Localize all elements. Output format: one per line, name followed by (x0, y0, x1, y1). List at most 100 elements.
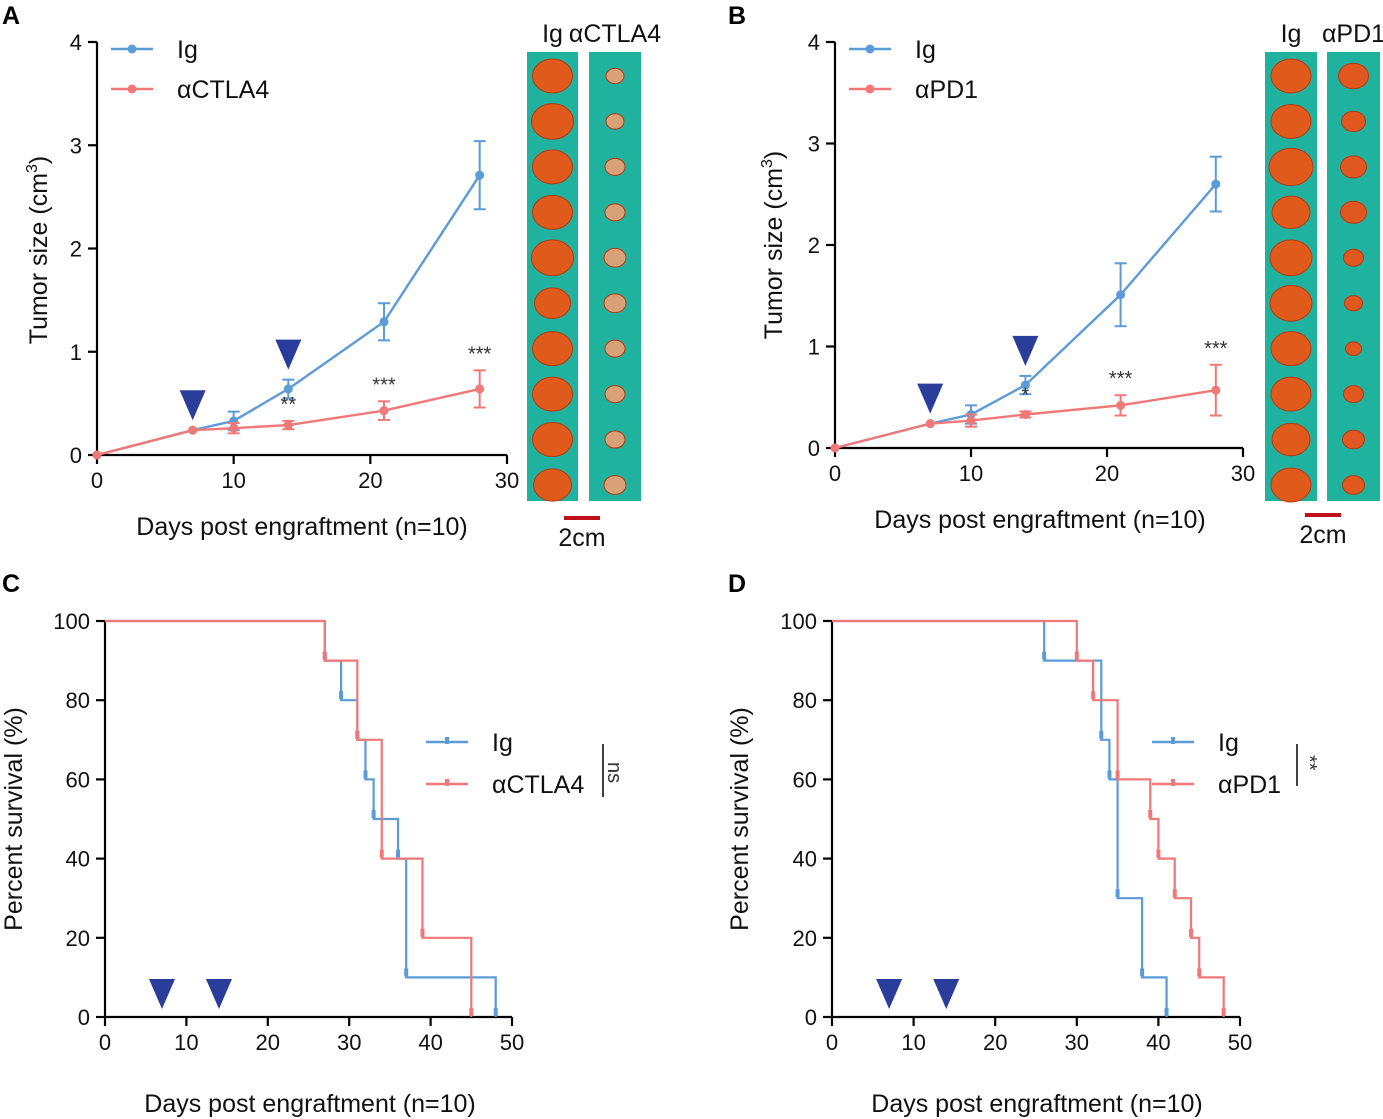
significance-label: *** (1204, 338, 1228, 360)
survival-curve-Ig (105, 619, 497, 1017)
tumor-sample (531, 103, 574, 140)
tumor-sample (604, 385, 626, 404)
data-point (379, 317, 389, 327)
y-tick-label: 0 (805, 1005, 817, 1030)
legend-label: αPD1 (915, 76, 978, 104)
tumor-sample (532, 58, 573, 94)
y-axis-label: Percent survival (%) (726, 707, 754, 931)
tumor-sample (1342, 475, 1365, 495)
y-axis-label-main: Tumor size (cm (760, 168, 788, 339)
panel-letter-b: B (728, 2, 746, 30)
data-point (1116, 290, 1126, 300)
tumor-sample (1343, 248, 1364, 267)
tumor-sample (532, 149, 573, 185)
x-tick-label: 30 (1231, 461, 1255, 486)
x-tick-label: 30 (495, 468, 519, 493)
y-tick-label: 3 (808, 132, 820, 157)
y-axis-label-sup: 3 (24, 164, 41, 173)
tumor-sample (1269, 239, 1313, 277)
series-line-Ig (834, 183, 1217, 450)
data-point (379, 406, 389, 416)
chart-a-tumor-growth: 0 10 20 30 0 1 2 3 4 Days post engraftment (n=10)… (24, 30, 519, 541)
legend-marker (865, 44, 875, 54)
y-tick-label: 20 (793, 926, 817, 951)
tumor-sample (1271, 195, 1311, 229)
y-tick-label: 3 (70, 133, 82, 158)
y-tick-label: 1 (70, 340, 82, 365)
tumor-sample (1270, 103, 1312, 139)
x-axis-label: Days post engraftment (n=10) (874, 506, 1205, 534)
data-point (925, 419, 935, 429)
data-point (1211, 179, 1221, 189)
treatment-arrow-icon (275, 339, 302, 370)
tumor-sample (604, 203, 626, 222)
significance-label: ns (603, 762, 625, 783)
tumor-sample (604, 430, 626, 449)
survival-curve-αCTLA4 (105, 619, 473, 1017)
data-point (188, 425, 198, 435)
tumor-sample (604, 339, 626, 358)
tumor-sample (533, 468, 572, 502)
y-axis-label-sup: 3 (759, 159, 776, 168)
data-point (1020, 410, 1030, 420)
data-point (1116, 400, 1126, 410)
tumor-sample (1270, 376, 1312, 412)
y-axis-label: Tumor size (cm3) (24, 156, 53, 345)
y-tick-label: 4 (70, 30, 82, 55)
significance-label: ** (281, 394, 297, 416)
data-point (475, 170, 485, 180)
x-axis-label: Days post engraftment (n=10) (136, 513, 467, 541)
data-point (92, 450, 102, 460)
treatment-arrow-icon (933, 979, 960, 1009)
legend-label: αCTLA4 (492, 771, 584, 799)
tumor-sample (532, 376, 573, 412)
photo-column-label: Ig (542, 20, 563, 48)
tumor-sample (1271, 422, 1311, 457)
treatment-arrow-icon (876, 979, 903, 1009)
y-axis-label: Tumor size (cm3) (759, 151, 788, 340)
y-tick-label: 20 (66, 926, 90, 951)
tumor-sample (603, 247, 627, 268)
x-tick-label: 0 (826, 1030, 838, 1055)
data-point (1211, 385, 1221, 395)
x-tick-label: 20 (358, 468, 382, 493)
x-tick-label: 30 (337, 1030, 361, 1055)
y-tick-label: 0 (78, 1005, 90, 1030)
tumor-sample (532, 422, 573, 458)
tumor-sample (1340, 155, 1367, 179)
significance-label: *** (372, 374, 396, 396)
x-tick-label: 0 (99, 1030, 111, 1055)
y-tick-label: 80 (793, 688, 817, 713)
legend-marker (865, 84, 875, 94)
legend-label: Ig (492, 729, 513, 757)
tumor-sample (1270, 467, 1312, 503)
y-tick-label: 0 (808, 436, 820, 461)
y-tick-label: 80 (66, 688, 90, 713)
tumor-sample (1343, 385, 1364, 404)
chart-c-survival: 0 10 20 30 40 50 0 20 40 60 80 100 Days post engraft… (0, 609, 625, 1118)
tumor-sample (531, 239, 574, 277)
treatment-arrow-icon (1012, 335, 1039, 366)
chart-b-tumor-growth: 0 10 20 30 0 1 2 3 4 Days post engraftment (n=10)… (759, 30, 1255, 534)
tumor-sample (1344, 295, 1363, 312)
x-tick-label: 10 (221, 468, 245, 493)
x-tick-label: 30 (1065, 1030, 1089, 1055)
x-axis-label: Days post engraftment (n=10) (871, 1090, 1202, 1118)
photo-column-label: αCTLA4 (569, 20, 661, 48)
tumor-sample (1268, 147, 1314, 187)
x-tick-label: 50 (1228, 1030, 1252, 1055)
treatment-arrow-icon (179, 390, 206, 421)
y-tick-label: 60 (793, 767, 817, 792)
tumor-sample (1270, 331, 1312, 367)
y-tick-label: 60 (66, 767, 90, 792)
tumor-sample (1270, 58, 1312, 94)
y-tick-label: 0 (70, 443, 82, 468)
x-tick-label: 10 (901, 1030, 925, 1055)
treatment-arrow-icon (917, 383, 944, 414)
legend-marker (127, 44, 137, 54)
x-tick-label: 50 (500, 1030, 524, 1055)
y-tick-label: 100 (53, 609, 90, 634)
tumor-sample (1340, 200, 1367, 224)
data-point (475, 384, 485, 394)
